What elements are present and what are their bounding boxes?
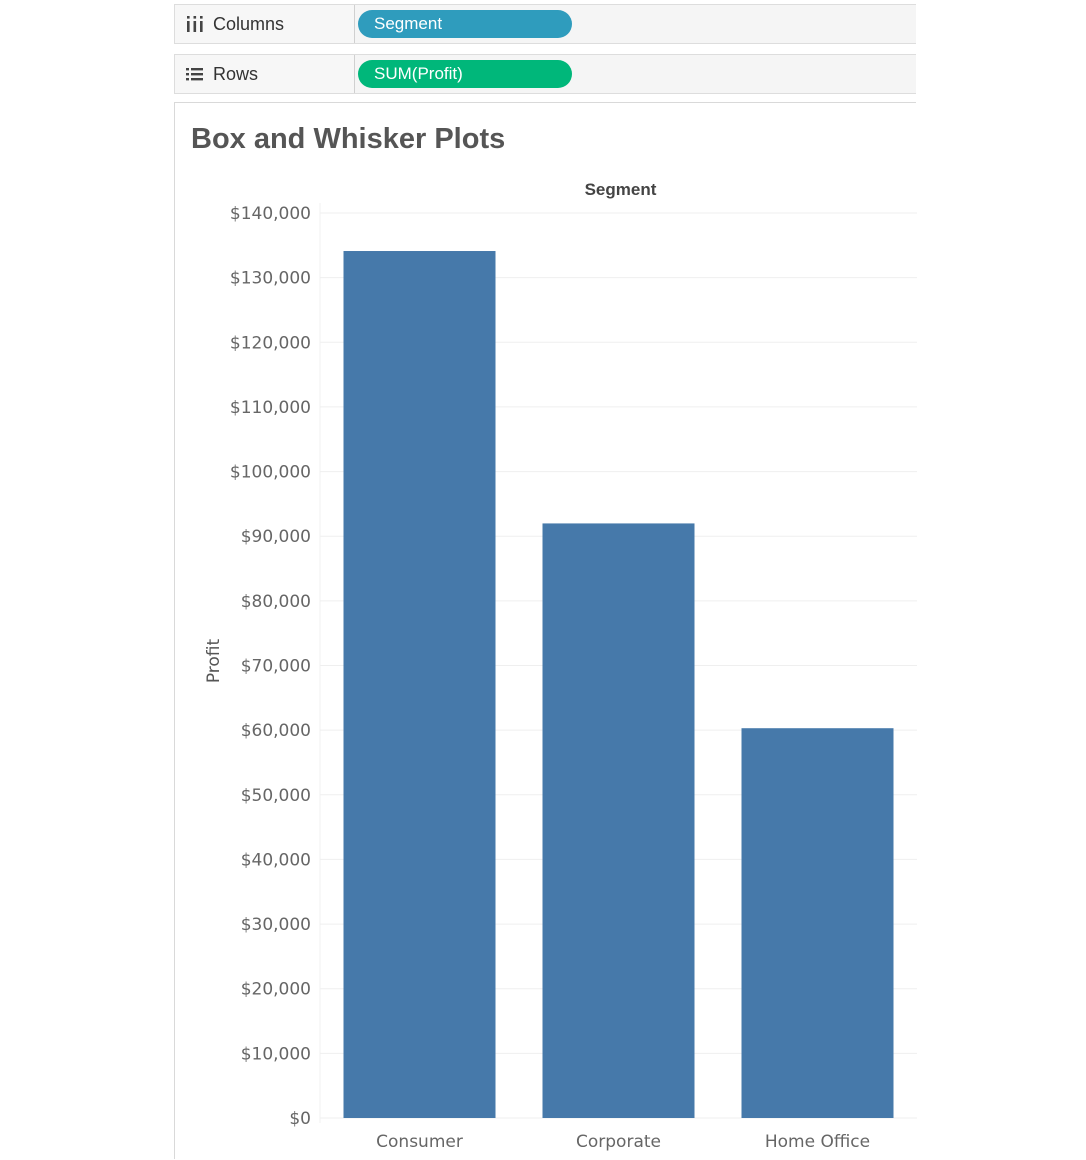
rows-shelf-label: Rows <box>174 55 355 93</box>
columns-shelf: Columns Segment <box>174 4 916 44</box>
y-tick-label: $140,000 <box>230 204 311 224</box>
sheet-title: Box and Whisker Plots <box>191 123 506 155</box>
sum-profit-pill[interactable]: SUM(Profit) <box>358 60 572 88</box>
columns-label-text: Columns <box>213 13 285 34</box>
x-tick-label: Consumer <box>376 1132 463 1152</box>
columns-icon <box>185 15 205 33</box>
rows-icon <box>185 65 205 83</box>
bar-consumer <box>343 251 496 1118</box>
rows-drop-area[interactable]: SUM(Profit) <box>356 55 916 93</box>
y-tick-label: $0 <box>289 1109 311 1129</box>
x-tick-label: Corporate <box>576 1132 661 1152</box>
y-tick-label: $60,000 <box>241 721 311 741</box>
bar-home-office <box>741 728 894 1118</box>
y-tick-label: $110,000 <box>230 398 311 418</box>
y-tick-label: $80,000 <box>241 592 311 612</box>
y-tick-label: $20,000 <box>241 980 311 1000</box>
bar-corporate <box>542 523 695 1118</box>
y-tick-label: $30,000 <box>241 915 311 935</box>
columns-drop-area[interactable]: Segment <box>356 5 916 43</box>
y-tick-label: $10,000 <box>241 1044 311 1064</box>
tableau-workspace: Columns Segment Rows SUM(Profit) <box>174 0 917 1159</box>
y-tick-label: $50,000 <box>241 786 311 806</box>
segment-pill[interactable]: Segment <box>358 10 572 38</box>
y-tick-label: $120,000 <box>230 333 311 353</box>
y-tick-label: $90,000 <box>241 527 311 547</box>
y-tick-label: $70,000 <box>241 657 311 677</box>
y-tick-label: $130,000 <box>230 269 311 289</box>
column-header-segment: Segment <box>585 180 657 199</box>
x-tick-label: Home Office <box>765 1132 870 1152</box>
y-tick-label: $100,000 <box>230 463 311 483</box>
rows-shelf: Rows SUM(Profit) <box>174 54 916 94</box>
y-axis-title: Profit <box>204 638 224 683</box>
worksheet-view: Box and Whisker Plots Segment $0 $10,000 $2… <box>174 102 917 1159</box>
rows-label-text: Rows <box>213 63 259 84</box>
bar-chart: Segment $0 $10,000 $20,000 $30,000 $40,000 $50… <box>204 180 917 1152</box>
columns-shelf-label: Columns <box>174 5 355 43</box>
y-tick-label: $40,000 <box>241 850 311 870</box>
